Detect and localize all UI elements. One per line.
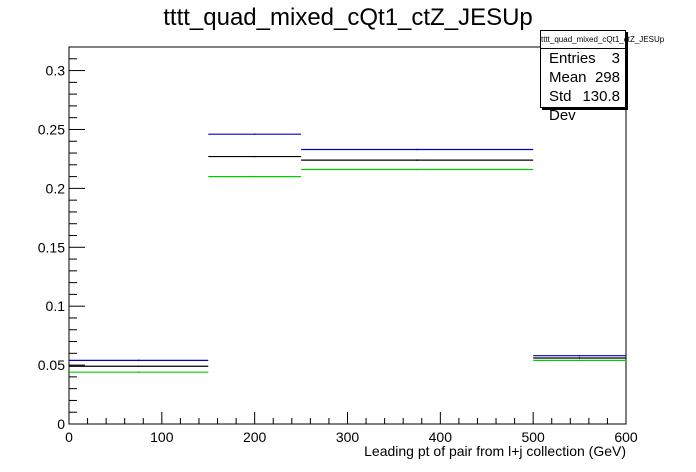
x-tick-label: 300	[336, 429, 360, 445]
stats-stddev-row: Std Dev 130.8	[541, 87, 625, 124]
y-tick-label: 0.25	[38, 121, 65, 137]
x-tick-label: 500	[521, 429, 545, 445]
y-tick-label: 0.2	[46, 180, 66, 196]
stats-box: tttt_quad_mixed_cQt1_ctZ_JESUp Entries 3…	[540, 30, 664, 124]
stats-mean-row: Mean 298	[541, 68, 625, 87]
y-tick-label: 0.1	[46, 298, 66, 314]
chart-title: tttt_quad_mixed_cQt1_ctZ_JESUp	[163, 4, 533, 31]
stats-stddev-label: Std Dev	[549, 88, 576, 124]
stats-stddev-value: 130.8	[582, 88, 620, 105]
stats-entries-row: Entries 3	[541, 49, 625, 68]
x-axis-label: Leading pt of pair from l+j collection (…	[364, 443, 626, 459]
stats-mean-label: Mean	[549, 69, 587, 86]
y-tick-label: 0.15	[38, 239, 65, 255]
stats-entries-value: 3	[611, 50, 620, 67]
x-tick-label: 400	[429, 429, 453, 445]
y-tick-label: 0	[57, 416, 65, 432]
x-tick-label: 200	[243, 429, 267, 445]
x-tick-label: 100	[150, 429, 174, 445]
stats-mean-value: 298	[594, 69, 620, 86]
y-tick-label: 0.05	[38, 357, 65, 373]
x-tick-label: 600	[614, 429, 638, 445]
x-tick-label: 0	[65, 429, 73, 445]
stats-box-name: tttt_quad_mixed_cQt1_ctZ_JESUp	[541, 31, 664, 49]
y-tick-label: 0.3	[46, 63, 66, 79]
stats-entries-label: Entries	[549, 50, 596, 67]
